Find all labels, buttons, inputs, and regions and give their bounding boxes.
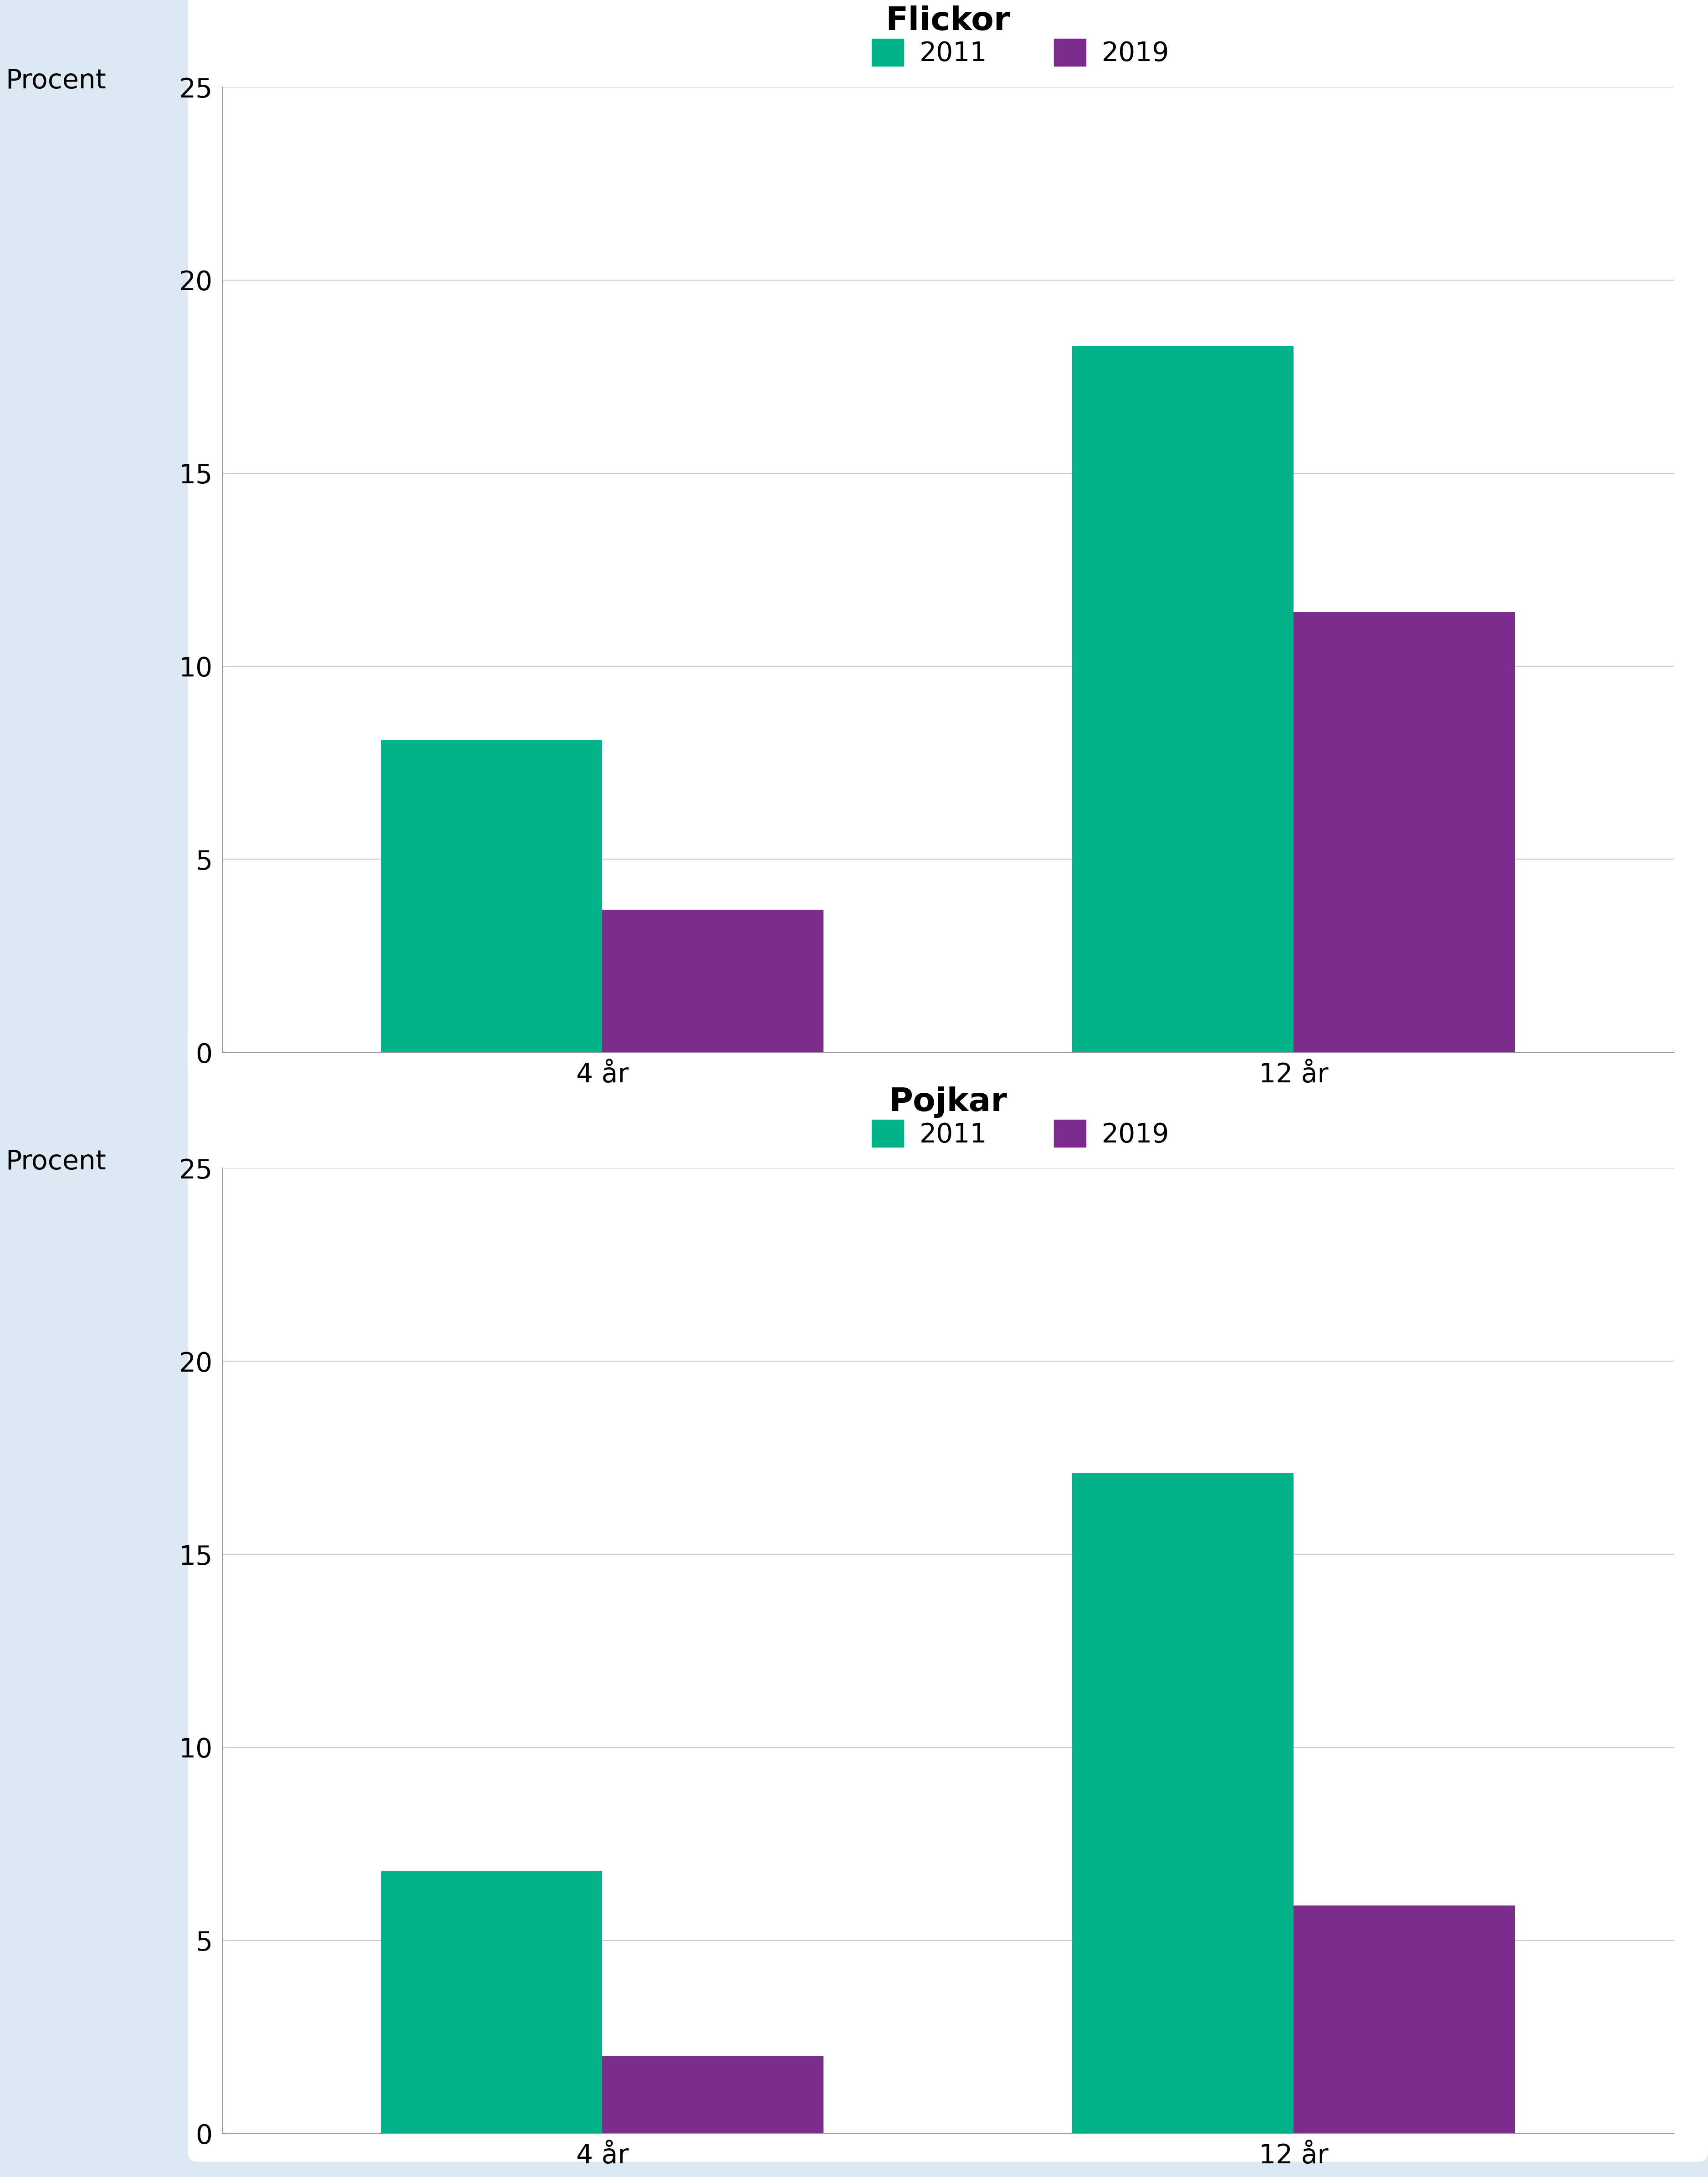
Legend: 2011, 2019: 2011, 2019 bbox=[861, 1108, 1180, 1158]
Legend: 2011, 2019: 2011, 2019 bbox=[861, 28, 1180, 76]
Bar bbox=[603, 2057, 823, 2133]
Bar bbox=[381, 740, 603, 1051]
Title: Flickor: Flickor bbox=[886, 7, 1009, 37]
Bar bbox=[381, 1870, 603, 2133]
Y-axis label: Procent: Procent bbox=[5, 1149, 106, 1176]
Bar bbox=[1293, 1905, 1515, 2133]
Bar bbox=[1073, 346, 1293, 1051]
Bar bbox=[1073, 1474, 1293, 2133]
Bar bbox=[603, 910, 823, 1051]
Bar bbox=[1293, 612, 1515, 1051]
Y-axis label: Procent: Procent bbox=[5, 67, 106, 94]
Title: Pojkar: Pojkar bbox=[888, 1086, 1008, 1119]
